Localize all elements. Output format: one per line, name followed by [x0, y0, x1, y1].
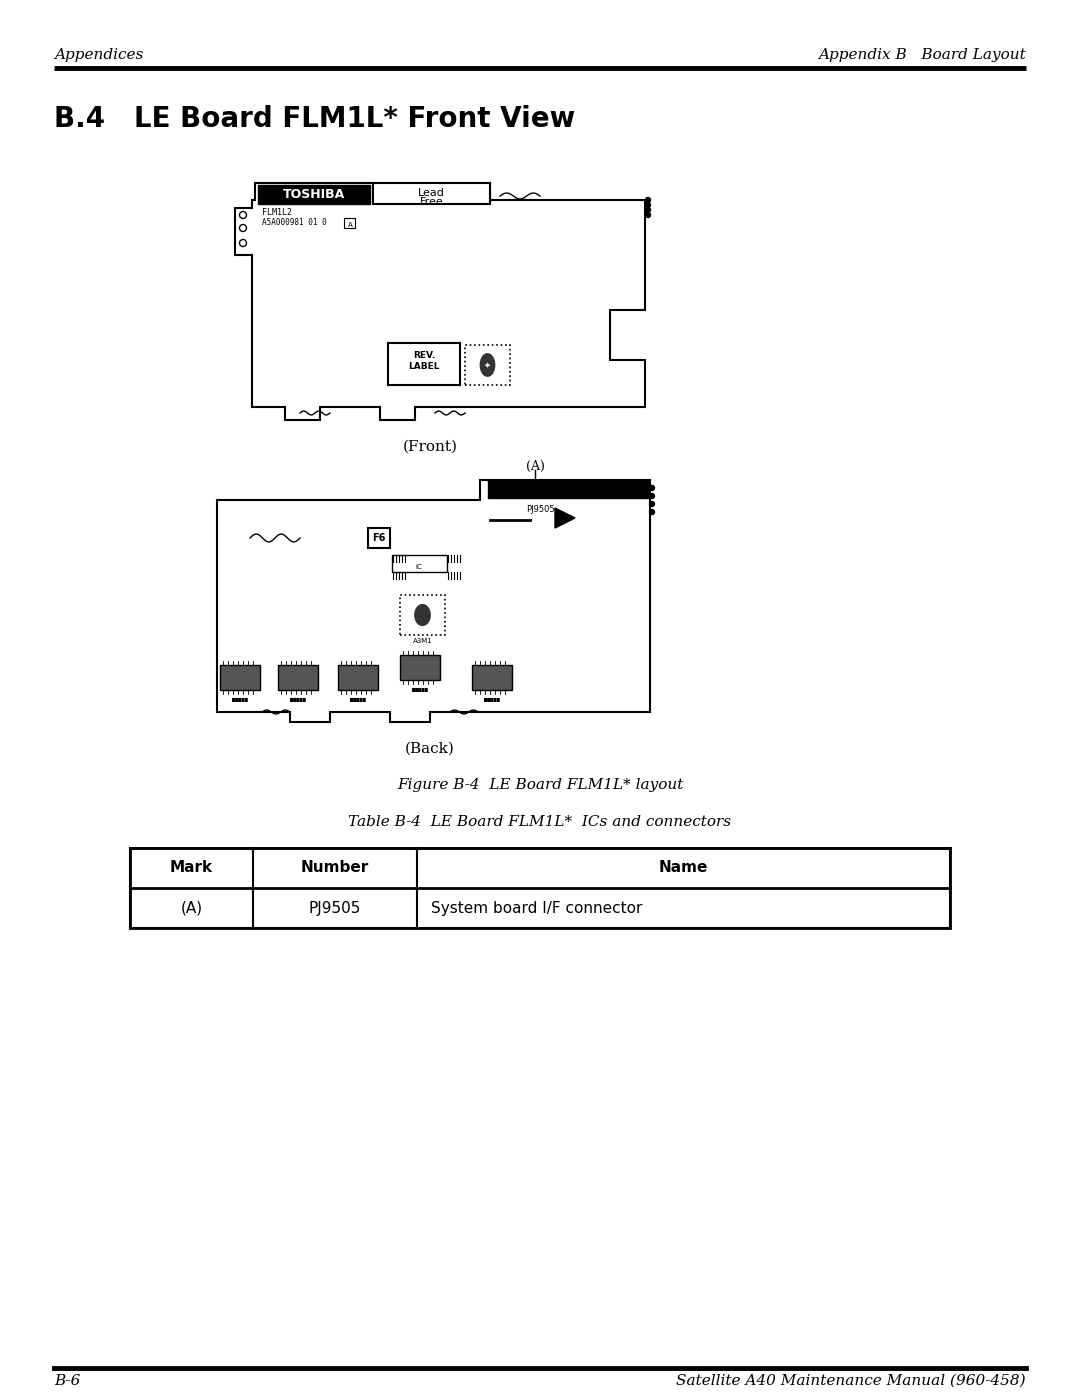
Text: F6: F6	[373, 534, 386, 543]
Text: FLM1L2: FLM1L2	[262, 208, 292, 217]
Bar	[465, 345, 510, 386]
Bar	[130, 848, 950, 928]
Circle shape	[649, 502, 654, 507]
Bar	[345, 218, 355, 228]
Text: Appendix B   Board Layout: Appendix B Board Layout	[819, 47, 1026, 61]
Circle shape	[646, 203, 650, 208]
Bar	[258, 184, 370, 204]
Polygon shape	[555, 509, 575, 528]
Text: A5A000981 01 0: A5A000981 01 0	[262, 218, 327, 226]
Text: TOSHIBA: TOSHIBA	[283, 189, 346, 201]
Text: REV.: REV.	[413, 351, 435, 360]
Polygon shape	[415, 605, 430, 626]
Text: █████: █████	[484, 698, 500, 703]
Text: Lead: Lead	[418, 189, 445, 198]
Text: B-6: B-6	[54, 1375, 80, 1389]
Bar	[338, 665, 378, 690]
Text: B.4   LE Board FLM1L* Front View: B.4 LE Board FLM1L* Front View	[54, 105, 576, 133]
Circle shape	[646, 208, 650, 212]
Text: ✦: ✦	[484, 360, 491, 369]
Text: PJ9505: PJ9505	[526, 504, 554, 514]
Bar	[488, 481, 648, 497]
Text: (A): (A)	[526, 460, 544, 474]
Text: Name: Name	[659, 861, 708, 876]
Circle shape	[649, 510, 654, 514]
Text: PJ9505: PJ9505	[309, 901, 361, 915]
Text: █████: █████	[291, 698, 306, 703]
Text: (Front): (Front)	[403, 440, 458, 454]
Bar	[220, 665, 260, 690]
Bar	[388, 344, 460, 386]
Text: A3M1: A3M1	[413, 638, 432, 644]
Circle shape	[649, 486, 654, 490]
Circle shape	[649, 493, 654, 499]
Text: Figure B-4  LE Board FLM1L* layout: Figure B-4 LE Board FLM1L* layout	[396, 778, 684, 792]
Bar	[278, 665, 318, 690]
Text: █████: █████	[232, 698, 247, 703]
Bar	[472, 665, 512, 690]
Bar	[368, 528, 390, 548]
Text: █████: █████	[350, 698, 366, 703]
Bar	[392, 555, 447, 571]
Text: System board I/F connector: System board I/F connector	[431, 901, 643, 915]
Bar	[400, 655, 440, 680]
Text: (Back): (Back)	[405, 742, 455, 756]
Text: Number: Number	[301, 861, 369, 876]
Circle shape	[646, 197, 650, 203]
Text: (A): (A)	[180, 901, 203, 915]
Polygon shape	[481, 353, 495, 376]
Bar	[373, 183, 490, 204]
Text: LABEL: LABEL	[408, 362, 440, 372]
Text: A: A	[348, 222, 352, 228]
Bar	[400, 595, 445, 636]
Text: Free: Free	[420, 197, 444, 207]
Text: IC: IC	[416, 564, 422, 570]
Text: Satellite A40 Maintenance Manual (960-458): Satellite A40 Maintenance Manual (960-45…	[676, 1375, 1026, 1389]
Text: Table B-4  LE Board FLM1L*  ICs and connectors: Table B-4 LE Board FLM1L* ICs and connec…	[349, 814, 731, 828]
Text: Appendices: Appendices	[54, 47, 144, 61]
Text: █████: █████	[413, 687, 428, 692]
Text: Mark: Mark	[170, 861, 213, 876]
Circle shape	[646, 212, 650, 218]
